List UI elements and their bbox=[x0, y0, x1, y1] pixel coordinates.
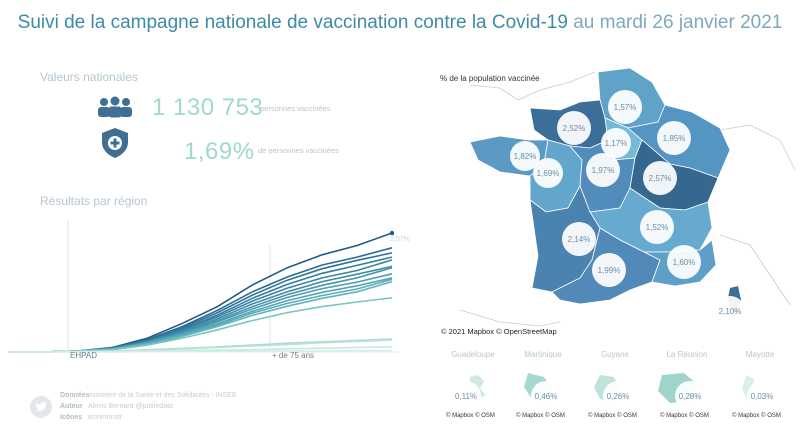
credit-author: Auteur Alexis Bernard @politedata bbox=[60, 403, 173, 410]
dom-copy-mayotte: © Mapbox © OSM bbox=[732, 413, 781, 419]
series-line bbox=[8, 259, 393, 353]
bubble-occitanie: 1,99% bbox=[592, 253, 626, 287]
bubble-corse: 2,10% bbox=[715, 296, 745, 326]
bubble-centre-val-de-loire: 1,97% bbox=[586, 153, 620, 187]
dom-name-la-reunion: La Réunion bbox=[666, 350, 708, 359]
dom-copy-guadeloupe: © Mapbox © OSM bbox=[446, 413, 495, 419]
vaccinated-pct: 1,69% bbox=[184, 138, 255, 165]
bubble-la-reunion: 0,28% bbox=[675, 381, 705, 411]
series-group bbox=[8, 230, 395, 353]
bubble-pays-de-la-loire: 1,69% bbox=[533, 158, 563, 188]
series-line bbox=[8, 247, 393, 353]
credit-data: Donnéesministère de la Santé et des Soli… bbox=[60, 392, 237, 399]
series-line bbox=[8, 265, 393, 353]
regions-heading: Résultats par région bbox=[40, 194, 148, 208]
series-line bbox=[8, 266, 393, 353]
dom-copy-la-reunion: © Mapbox © OSM bbox=[660, 413, 709, 419]
vaccinated-count: 1 130 753 bbox=[152, 94, 264, 121]
pct-label: de personnes vaccinées bbox=[258, 146, 339, 155]
vaccinated-label: personnes vaccinées bbox=[260, 104, 331, 113]
series-line bbox=[8, 273, 393, 353]
bubble-normandie: 2,52% bbox=[557, 111, 591, 145]
end-value-label: 2,57% bbox=[390, 236, 410, 243]
bubble-martinique: 0,46% bbox=[531, 381, 561, 411]
bubble-nouvelle-aquitaine: 2,14% bbox=[562, 222, 596, 256]
bubble-paca: 1,60% bbox=[667, 245, 701, 279]
dom-name-mayotte: Mayotte bbox=[745, 350, 775, 359]
bubble-guyane: 0,26% bbox=[603, 381, 633, 411]
marker-ehpad-label: EHPAD bbox=[70, 351, 97, 360]
map-copyright: © 2021 Mapbox © OpenStreetMap bbox=[441, 327, 557, 336]
series-line bbox=[8, 252, 393, 353]
bubble-mayotte: 0,03% bbox=[747, 381, 777, 411]
credit-icons: Icônes iconmonstr bbox=[60, 414, 123, 421]
national-heading: Valeurs nationales bbox=[40, 70, 138, 84]
title-main: Suivi de la campagne nationale de vaccin… bbox=[17, 12, 568, 33]
bubble-auvergne-rhone-alpes: 1,52% bbox=[640, 210, 674, 244]
title-date: au mardi 26 janvier 2021 bbox=[567, 12, 783, 33]
regions-line-chart: EHPAD + de 75 ans 2,57% bbox=[8, 220, 410, 360]
twitter-icon[interactable] bbox=[30, 396, 52, 418]
dom-name-guyane: Guyane bbox=[600, 350, 630, 359]
dom-copy-guyane: © Mapbox © OSM bbox=[588, 413, 637, 419]
series-end-point bbox=[389, 230, 395, 236]
dom-copy-martinique: © Mapbox © OSM bbox=[516, 413, 565, 419]
marker-over75-label: + de 75 ans bbox=[272, 351, 314, 360]
bubble-hauts-de-france: 1,57% bbox=[608, 90, 642, 124]
bubble-bourgogne-franche-comte: 2,57% bbox=[643, 161, 677, 195]
shield-cross-icon bbox=[102, 128, 128, 158]
series-line bbox=[8, 349, 392, 353]
bubble-guadeloupe: 0,11% bbox=[451, 381, 481, 411]
people-icon bbox=[98, 96, 132, 118]
dom-name-guadeloupe: Guadeloupe bbox=[451, 350, 495, 359]
map-legend-title: % de la population vaccinée bbox=[440, 74, 540, 83]
page-title: Suivi de la campagne nationale de vaccin… bbox=[0, 12, 800, 34]
bubble-grand-est: 1,85% bbox=[657, 121, 691, 155]
dom-name-martinique: Martinique bbox=[524, 350, 562, 359]
